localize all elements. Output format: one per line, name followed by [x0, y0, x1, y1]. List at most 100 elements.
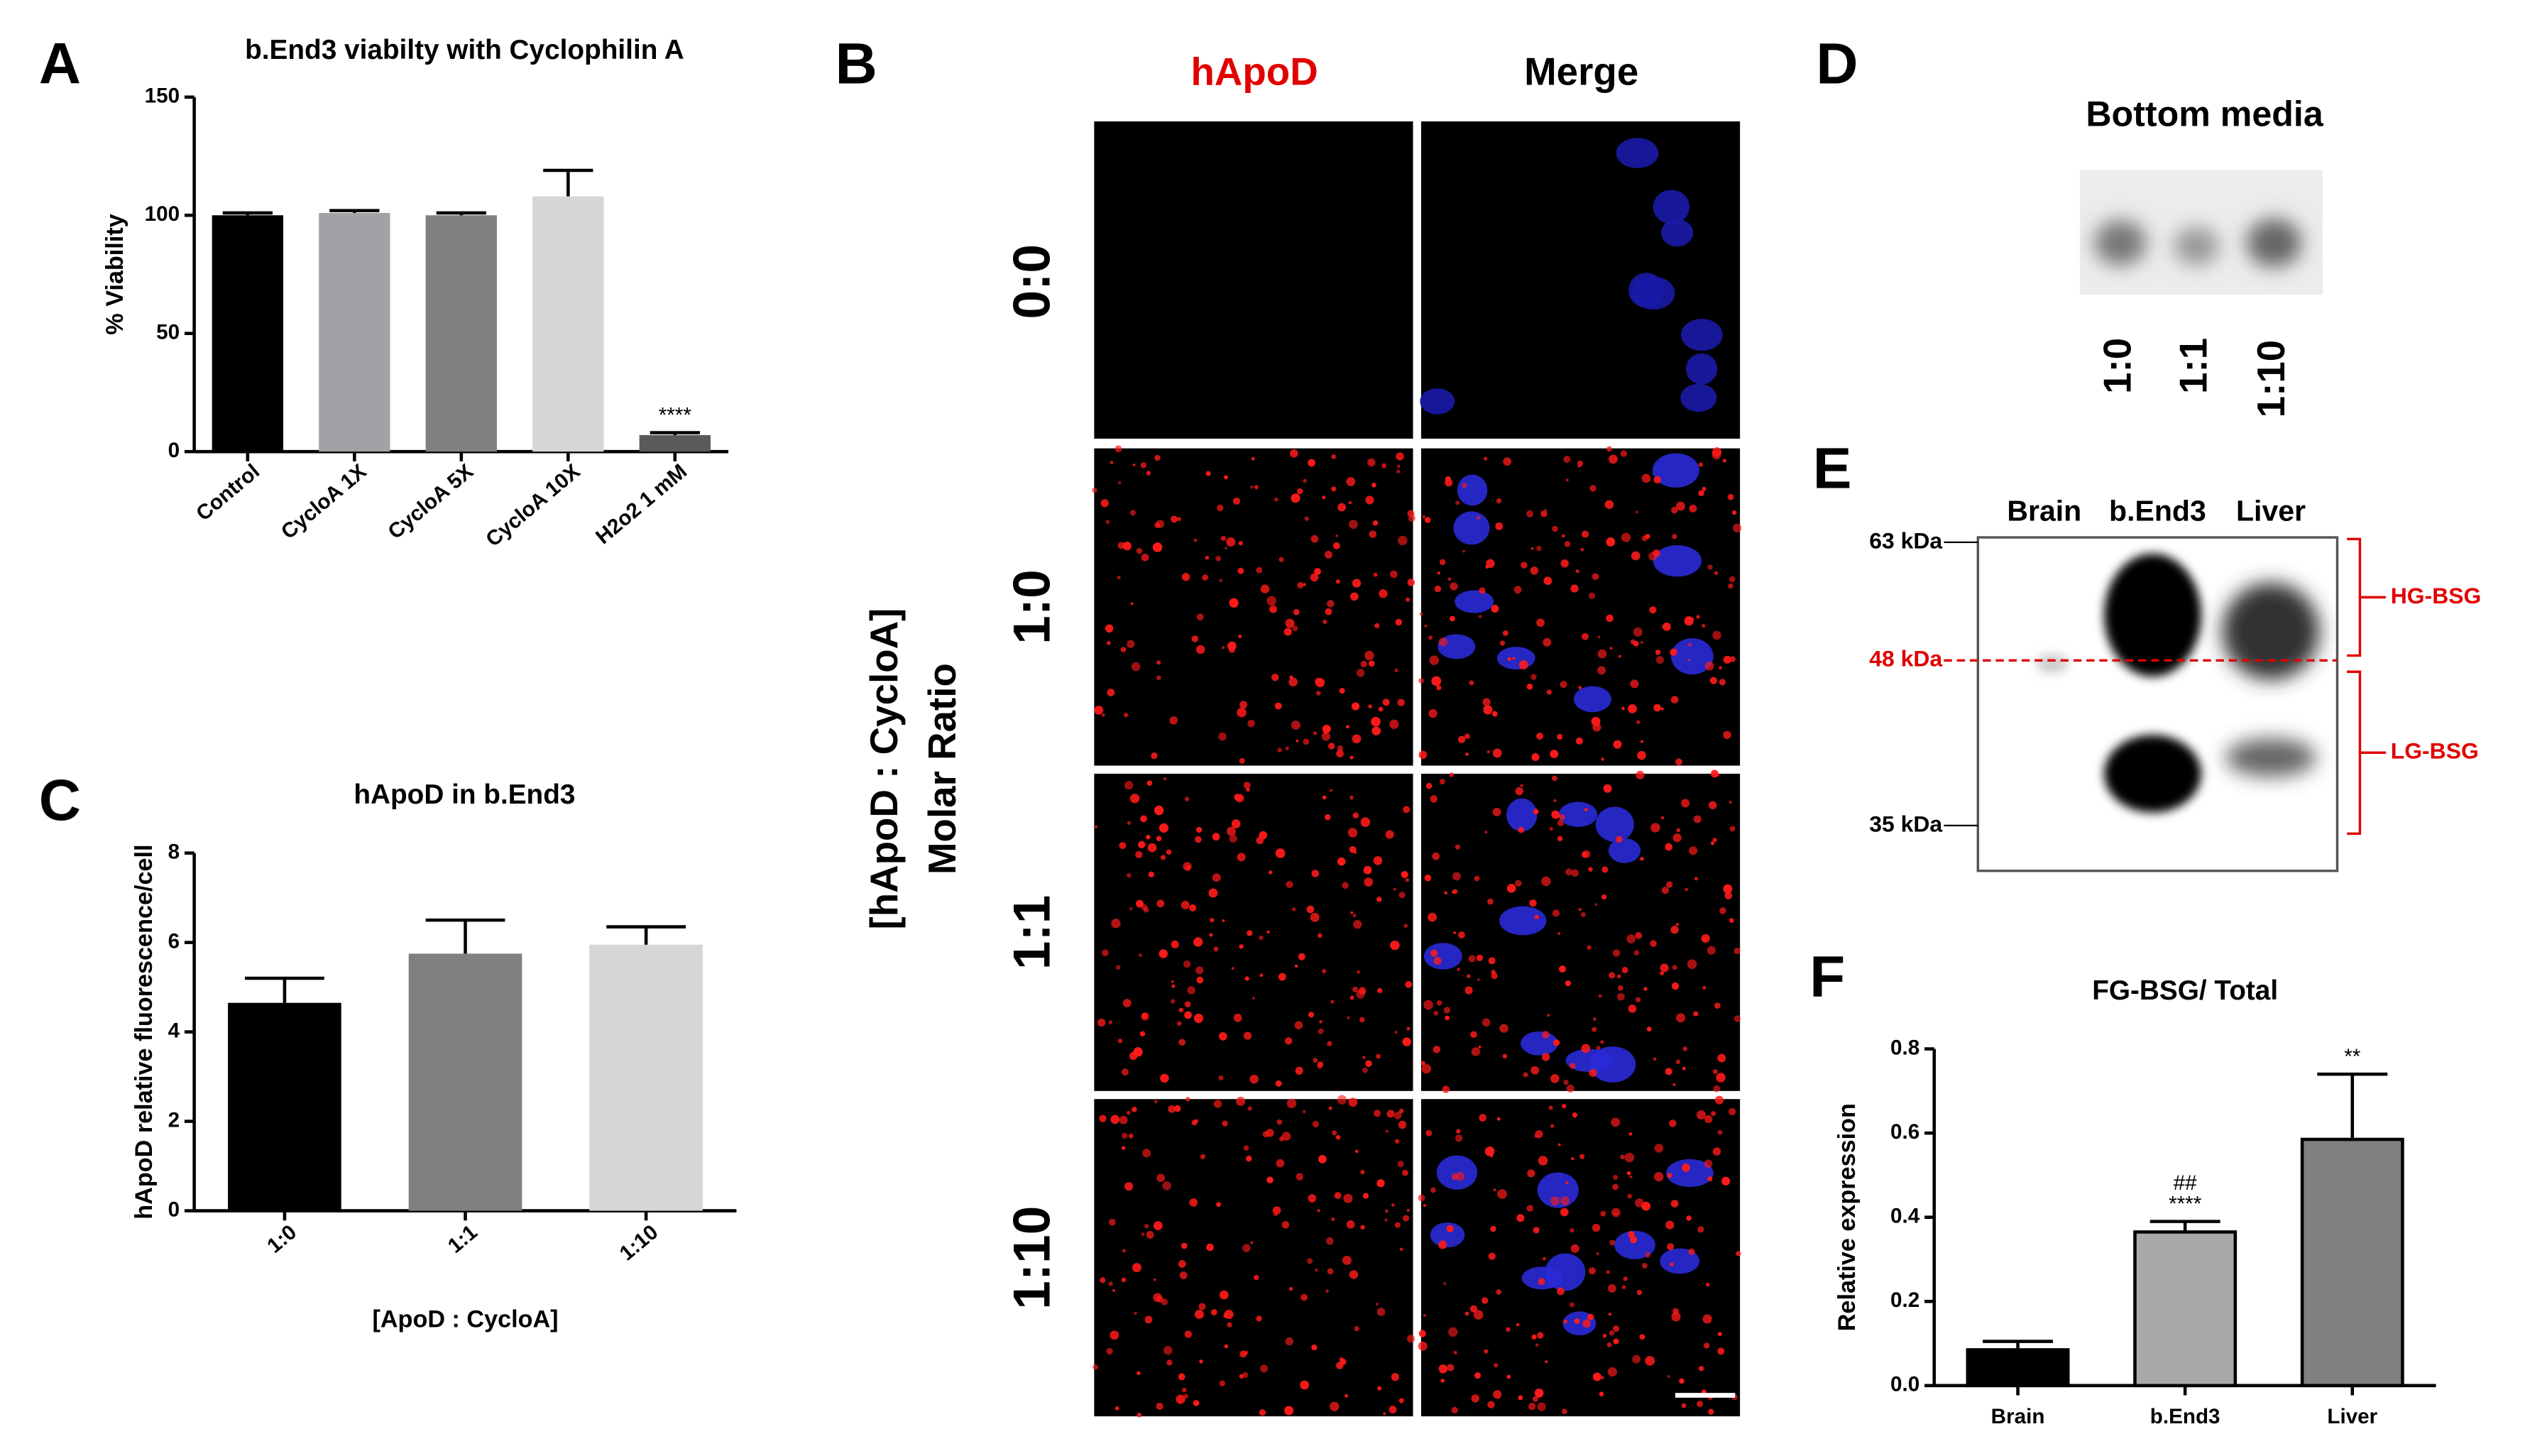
- signal: [1319, 1020, 1322, 1024]
- signal: [1702, 985, 1707, 990]
- signal: [1406, 1209, 1410, 1212]
- signal: [1306, 905, 1315, 914]
- signal: [1256, 1315, 1262, 1322]
- signal: [1645, 533, 1650, 540]
- signal: [1335, 579, 1341, 584]
- signal: [1205, 555, 1210, 560]
- signal: [1446, 1225, 1454, 1232]
- signal: [1235, 794, 1244, 803]
- signal: [1675, 923, 1680, 926]
- signal: [1243, 1031, 1252, 1040]
- signal: [1654, 1171, 1664, 1182]
- signal: [1531, 752, 1540, 762]
- signal: [1160, 855, 1166, 860]
- y-tick-label: 0.8: [1890, 1036, 1919, 1059]
- signal: [1481, 1018, 1491, 1027]
- signal: [1421, 1063, 1432, 1074]
- signal: [1452, 872, 1461, 881]
- signal: [1226, 537, 1236, 547]
- signal: [1636, 770, 1645, 779]
- signal: [1506, 1374, 1511, 1379]
- signal: [1628, 1231, 1635, 1238]
- signal: [1530, 547, 1534, 550]
- signal: [1474, 1372, 1481, 1379]
- signal: [1536, 545, 1542, 552]
- signal: [1193, 1013, 1203, 1024]
- signal: [1171, 940, 1179, 948]
- signal: [1121, 1132, 1128, 1139]
- signal: [1513, 586, 1522, 594]
- signal: [1159, 823, 1169, 833]
- bar: [1966, 1348, 2070, 1388]
- signal: [1368, 660, 1375, 667]
- signal: [1356, 669, 1365, 677]
- signal: [1132, 464, 1136, 466]
- signal: [1224, 475, 1229, 480]
- signal: [1727, 493, 1734, 500]
- bar: [639, 434, 711, 452]
- signal: [1094, 825, 1098, 828]
- signal: [1385, 1129, 1389, 1133]
- signal: [1304, 516, 1309, 521]
- bar: [2133, 1230, 2238, 1388]
- signal: [1562, 1408, 1567, 1415]
- signal: [1349, 995, 1354, 1000]
- signal: [1671, 982, 1680, 990]
- y-tick-label: 0.2: [1890, 1288, 1919, 1312]
- signal: [1733, 523, 1742, 532]
- signal: [1383, 1412, 1386, 1416]
- signal: [1670, 696, 1679, 704]
- signal: [1520, 784, 1523, 787]
- signal: [1148, 871, 1154, 877]
- signal: [1134, 1311, 1137, 1315]
- signal: [1540, 510, 1548, 518]
- signal: [1303, 583, 1306, 586]
- signal: [1711, 450, 1721, 460]
- signal: [1236, 1096, 1246, 1106]
- signal: [1721, 1176, 1731, 1186]
- signal: [1456, 1129, 1461, 1134]
- signal: [1346, 476, 1356, 486]
- signal: [1393, 887, 1396, 891]
- signal: [1461, 483, 1467, 488]
- signal: [1231, 967, 1234, 970]
- signal: [1580, 912, 1586, 917]
- y-tick-label: 150: [145, 84, 180, 108]
- signal: [1640, 856, 1644, 861]
- signal: [1518, 1395, 1523, 1401]
- signal: [1330, 1000, 1335, 1004]
- signal: [1322, 968, 1327, 974]
- signal: [1478, 615, 1482, 618]
- signal: [1314, 568, 1321, 575]
- panel-letter: C: [39, 768, 81, 833]
- micrograph: [1094, 121, 1413, 439]
- signal: [1321, 732, 1331, 741]
- signal: [1464, 1311, 1469, 1316]
- signal: [1550, 1073, 1560, 1083]
- signal: [1613, 740, 1622, 749]
- x-tick-label: Liver: [2327, 1405, 2377, 1428]
- signal: [1373, 856, 1383, 865]
- signal: [1606, 614, 1614, 623]
- signal: [1317, 933, 1322, 938]
- signal: [1156, 675, 1161, 680]
- signal: [1325, 814, 1331, 821]
- signal: [1405, 980, 1413, 988]
- signal: [1617, 974, 1621, 978]
- signal: [1395, 618, 1403, 626]
- signal: [1254, 1274, 1259, 1281]
- x-tick-label: H2o2 1 mM: [591, 459, 691, 549]
- signal: [1557, 1143, 1561, 1146]
- signal: [1278, 973, 1286, 981]
- signal: [1092, 1364, 1098, 1370]
- band: [2246, 218, 2302, 268]
- signal: [1166, 849, 1172, 855]
- nucleus: [1499, 906, 1547, 936]
- signal: [1364, 877, 1374, 887]
- signal: [1237, 707, 1247, 718]
- nucleus: [1614, 1230, 1655, 1259]
- signal: [1232, 497, 1241, 505]
- signal: [1626, 934, 1636, 943]
- signal: [1601, 866, 1609, 873]
- signal: [1682, 1164, 1690, 1172]
